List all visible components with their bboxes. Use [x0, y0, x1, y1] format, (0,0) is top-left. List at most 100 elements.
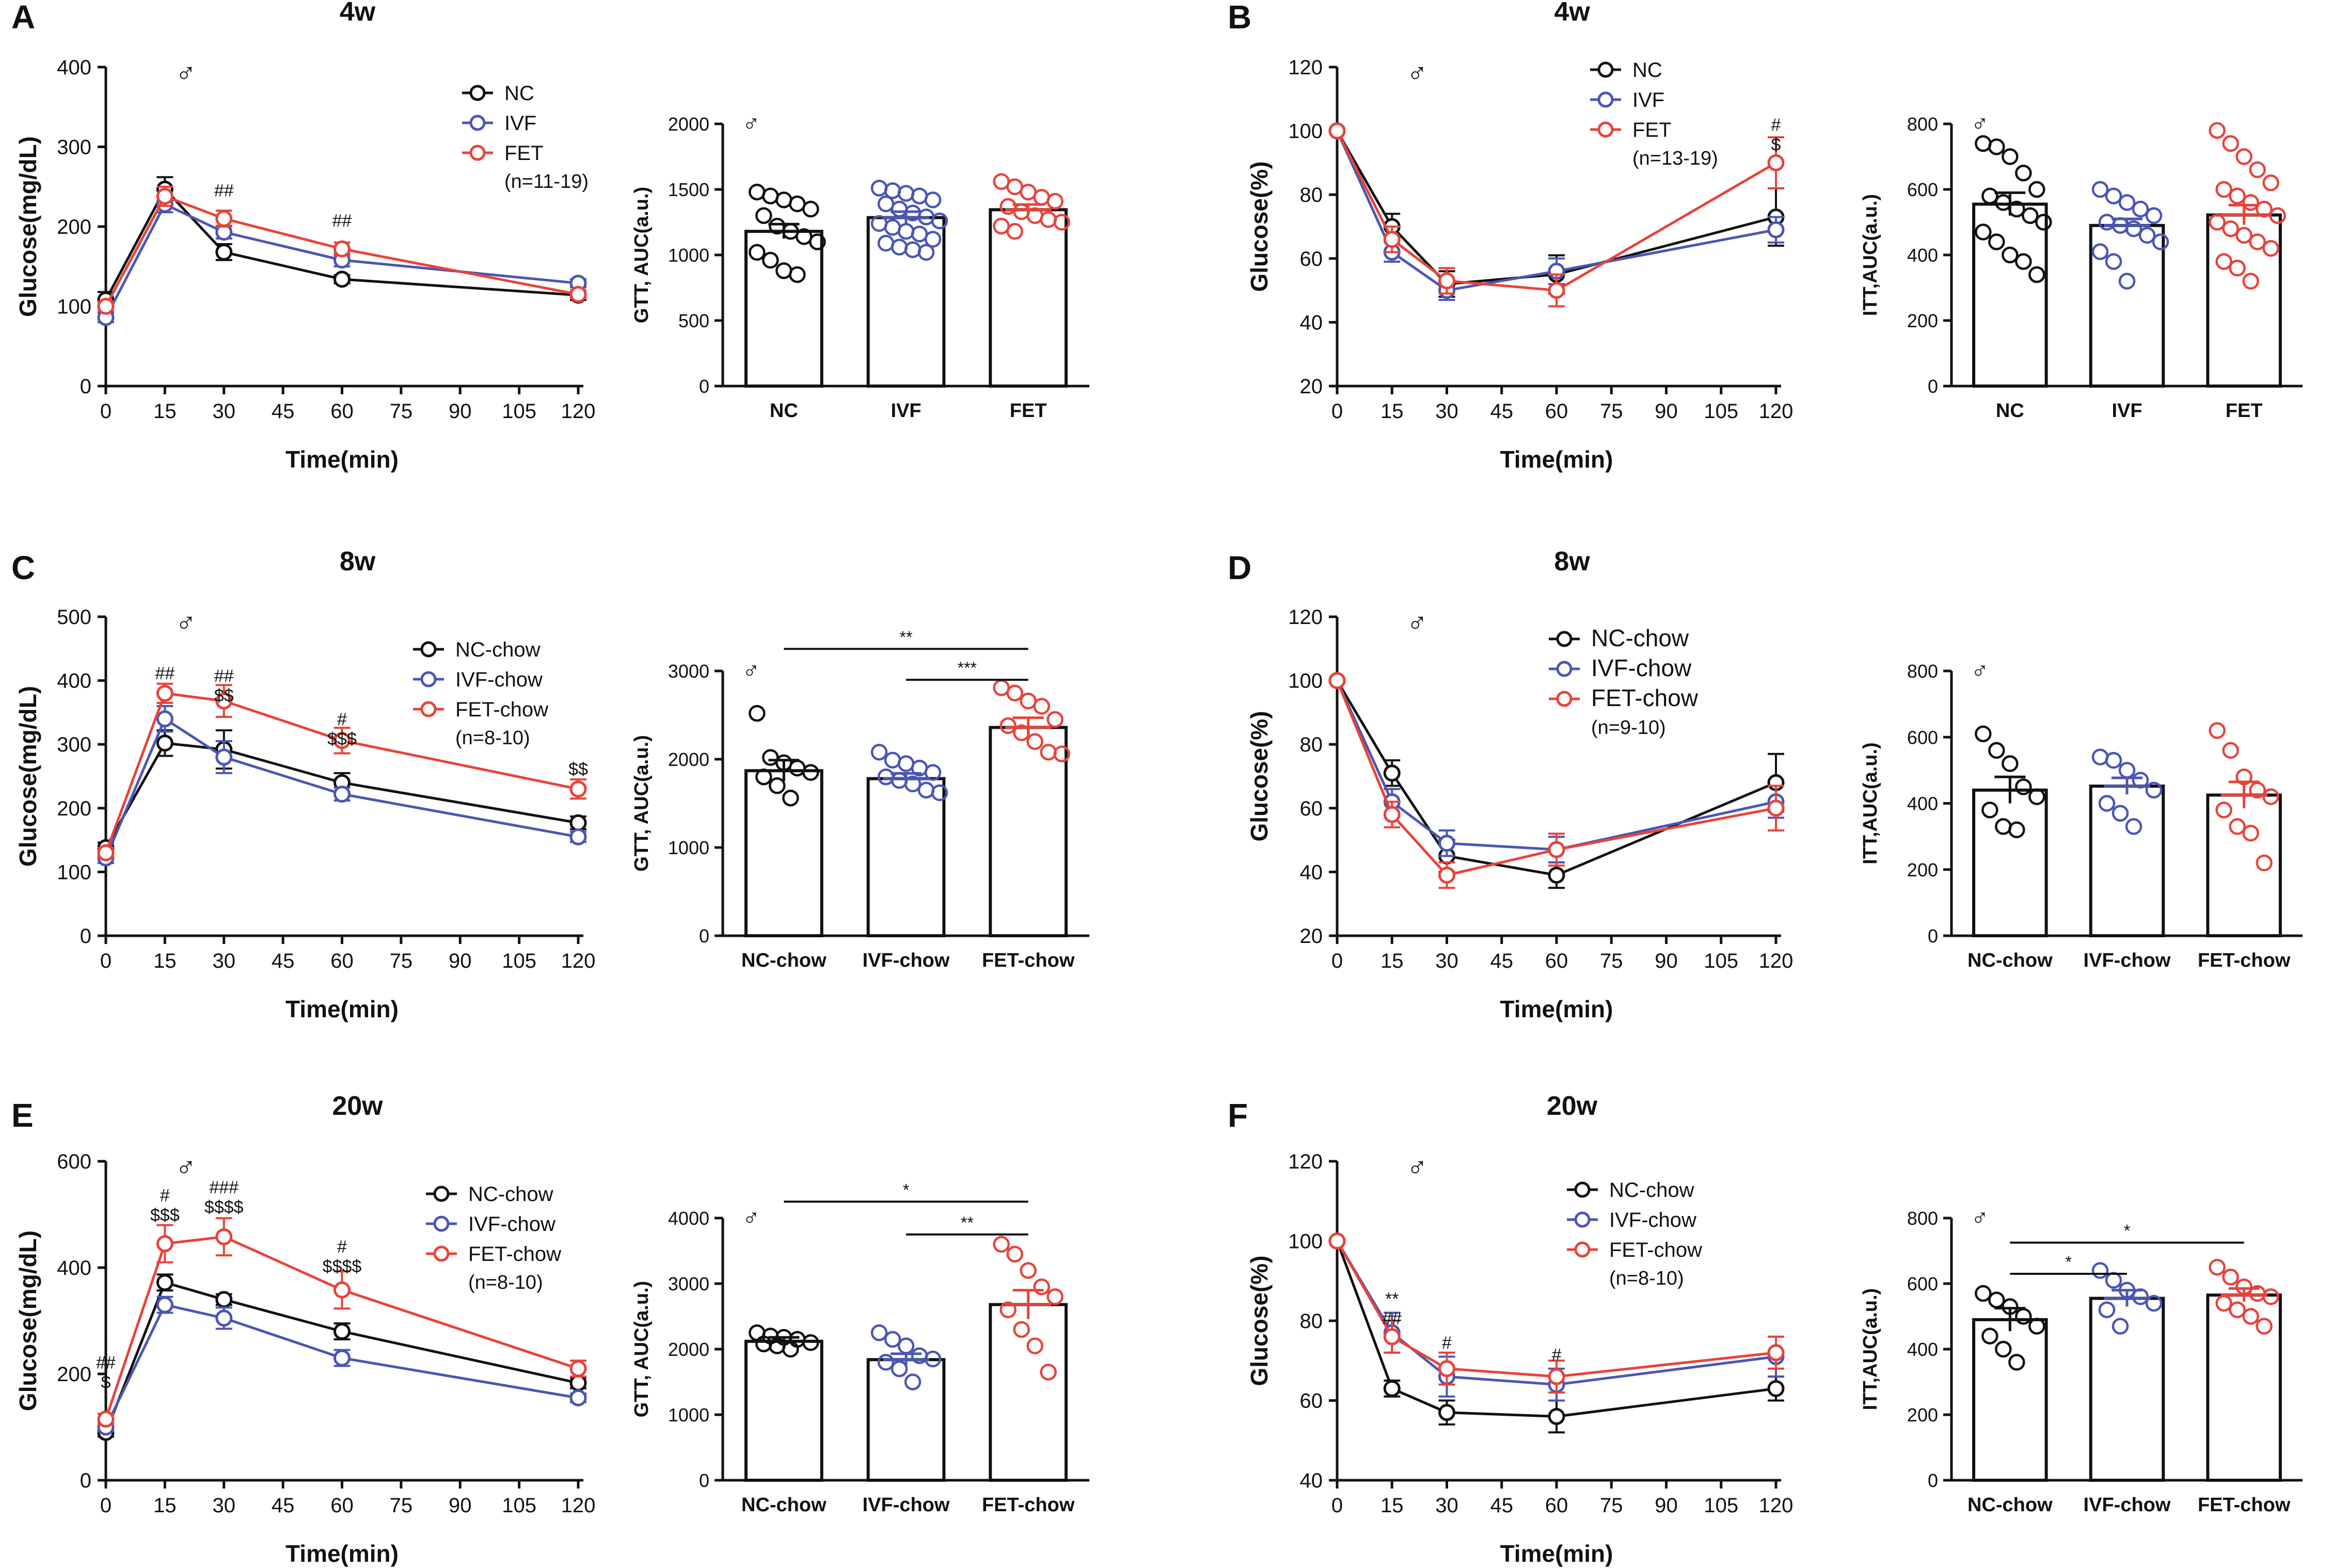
panel-letter: E [11, 1097, 34, 1134]
x-tick-label: 105 [1704, 950, 1738, 972]
data-dot [999, 717, 1017, 734]
line-chart-C: 8w 0 100 200 300 400 500 0 15 30 45 60 75 90 105 120 Tim… [14, 547, 595, 1022]
significance-label: * [903, 1180, 909, 1199]
panel-letter: C [11, 549, 35, 586]
male-symbol: ♂ [176, 1152, 197, 1183]
data-dot [924, 191, 942, 209]
significance-mark: # [1771, 116, 1781, 135]
x-tick-label: 15 [153, 950, 177, 972]
data-dot [1033, 1278, 1050, 1295]
legend-label: FET-chow [1591, 684, 1699, 711]
data-dot [2222, 742, 2239, 759]
data-dot [1033, 188, 1050, 206]
x-axis-label: Time(min) [1500, 996, 1613, 1022]
y-tick-label: 80 [1300, 184, 1323, 206]
data-point [97, 298, 115, 315]
x-tick-label: 15 [153, 1494, 177, 1517]
data-point [334, 240, 351, 258]
y-axis-label: ITT,AUC(a.u.) [1860, 1288, 1881, 1410]
y-tick-label: 200 [57, 1363, 91, 1386]
y-tick-label: 0 [80, 925, 91, 948]
bar-chart-C: 0 1000 2000 3000 GTT, AUC(a.u.) ♂ NC-chow IVF-c… [631, 628, 1089, 971]
y-tick-label: 100 [1288, 670, 1323, 693]
data-dot [2015, 253, 2032, 270]
data-point [97, 1411, 115, 1428]
data-point [1438, 1404, 1455, 1421]
bar [744, 230, 823, 388]
significance-mark: ## [155, 664, 174, 683]
x-tick-label: 45 [1490, 950, 1514, 972]
y-tick-label: 800 [1907, 114, 1938, 135]
significance-mark: $$$ [327, 729, 357, 749]
data-dot [884, 751, 901, 769]
data-dot [2008, 821, 2025, 839]
significance-mark: ## [214, 181, 234, 200]
x-tick-label: 90 [449, 950, 472, 972]
data-dot [2209, 214, 2226, 231]
legend-label: NC-chow [468, 1183, 553, 1206]
x-tick-label: 45 [1490, 1494, 1514, 1517]
data-dot [993, 1236, 1010, 1253]
data-dot [877, 1354, 895, 1371]
y-tick-label: 100 [57, 861, 91, 884]
legend-label: NC-chow [1591, 625, 1689, 651]
y-tick-label: 0 [80, 375, 91, 398]
x-tick-label: 75 [1600, 400, 1623, 423]
legend-label: IVF-chow [1591, 654, 1692, 681]
series-FET [97, 682, 587, 861]
data-point [1548, 1407, 1565, 1425]
bar [989, 208, 1068, 388]
data-dot [2138, 227, 2156, 244]
bar [2206, 793, 2282, 937]
y-tick-label: 200 [1907, 310, 1938, 331]
data-point [215, 243, 233, 261]
significance-mark: ## [1382, 1309, 1402, 1329]
x-tick-label: 45 [272, 1494, 295, 1517]
legend-label: IVF [1632, 89, 1664, 111]
y-tick-label: 200 [57, 216, 91, 238]
x-tick-label: 30 [213, 400, 236, 423]
data-point [1438, 835, 1455, 852]
male-symbol: ♂ [1971, 1204, 1989, 1231]
chart-title: 20w [1547, 1091, 1598, 1121]
category-label: NC-chow [741, 1494, 827, 1516]
y-tick-label: 400 [57, 56, 91, 79]
category-label: NC-chow [1967, 1494, 2053, 1516]
legend-label: NC-chow [455, 638, 541, 661]
data-dot [2229, 260, 2246, 277]
bar [866, 777, 946, 937]
data-dot [1033, 698, 1050, 715]
data-point [1383, 764, 1401, 782]
data-dot [891, 1360, 908, 1378]
legend-marker [420, 671, 437, 687]
data-point [1548, 282, 1565, 299]
x-tick-label: 105 [502, 1494, 536, 1517]
data-dot [2132, 200, 2149, 218]
data-dot [769, 777, 786, 794]
data-dot [2262, 788, 2279, 805]
chart-title: 4w [340, 0, 376, 27]
y-tick-label: 400 [57, 670, 91, 693]
data-dot [1013, 1321, 1030, 1338]
data-point [334, 1323, 351, 1340]
data-dot [884, 1331, 901, 1348]
data-point [1767, 221, 1785, 238]
data-point [1767, 799, 1785, 817]
legend-n: (n=8-10) [468, 1272, 543, 1293]
data-dot [924, 764, 942, 781]
data-dot [1988, 233, 2005, 250]
legend-label: FET [1632, 119, 1672, 141]
x-tick-label: 90 [449, 1494, 472, 1517]
data-point [569, 1374, 587, 1392]
data-dot [924, 231, 942, 248]
x-axis-label: Time(min) [285, 1540, 399, 1567]
data-point [334, 732, 351, 749]
x-tick-label: 30 [1435, 400, 1458, 423]
y-tick-label: 600 [1907, 1273, 1938, 1294]
significance-label: ** [900, 628, 913, 646]
y-tick-label: 120 [1288, 606, 1323, 629]
panel-letter: D [1228, 549, 1251, 586]
data-dot [2091, 243, 2109, 260]
bar [1972, 202, 2048, 388]
data-dot [2028, 1318, 2045, 1335]
